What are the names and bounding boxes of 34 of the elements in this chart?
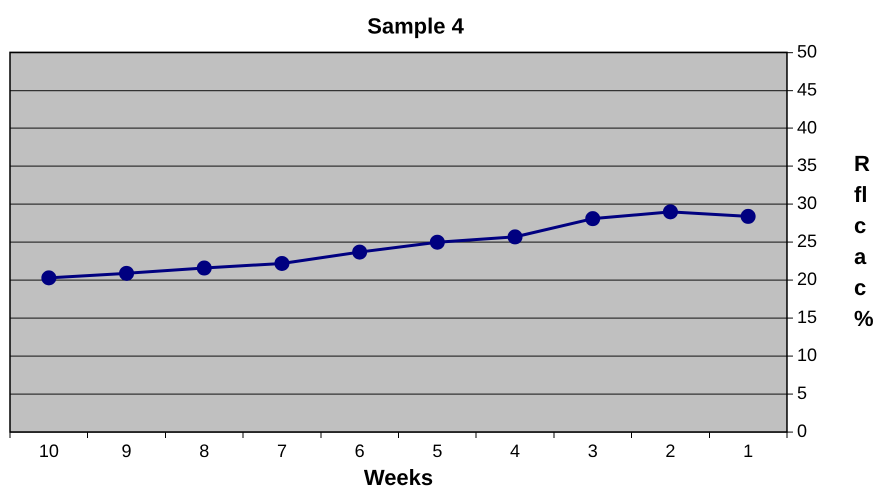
x-tick-label: 1 [743, 440, 754, 461]
y-tick-label: 45 [796, 79, 818, 100]
point [508, 229, 523, 244]
point [740, 208, 756, 224]
y-tick-label: 35 [796, 155, 818, 176]
x-tick-label: 8 [199, 440, 210, 461]
point [196, 260, 212, 276]
y-tick-label: 40 [796, 117, 818, 138]
y-tick-label: 25 [796, 231, 818, 252]
y-tick-label: 20 [796, 269, 818, 290]
point [662, 204, 678, 220]
y-tick-label: 30 [796, 193, 818, 214]
point [41, 270, 56, 286]
point [430, 234, 445, 250]
y-tick-label: 0 [796, 420, 807, 441]
x-tick-label: 3 [588, 440, 598, 461]
point [352, 244, 368, 260]
y-tick-label: 50 [796, 41, 818, 62]
x-tick-label: 4 [510, 440, 520, 461]
y-tick-label: 15 [796, 307, 818, 328]
x-tick-label: 6 [354, 440, 365, 461]
point [119, 266, 134, 281]
x-tick-label: 10 [38, 440, 59, 461]
y-axis-title: R fl c a c % [854, 150, 874, 331]
chart-title: Sample 4 [367, 13, 465, 38]
x-axis-title: Weeks [364, 464, 434, 490]
y-tick-label: 5 [796, 383, 807, 404]
x-tick-label: 7 [276, 440, 287, 461]
y-tick-label: 10 [796, 345, 818, 366]
x-tick-label: 5 [432, 440, 442, 461]
x-tick-label: 9 [122, 440, 132, 461]
x-tick-label: 2 [665, 440, 676, 461]
point [274, 256, 290, 271]
point [585, 211, 600, 226]
